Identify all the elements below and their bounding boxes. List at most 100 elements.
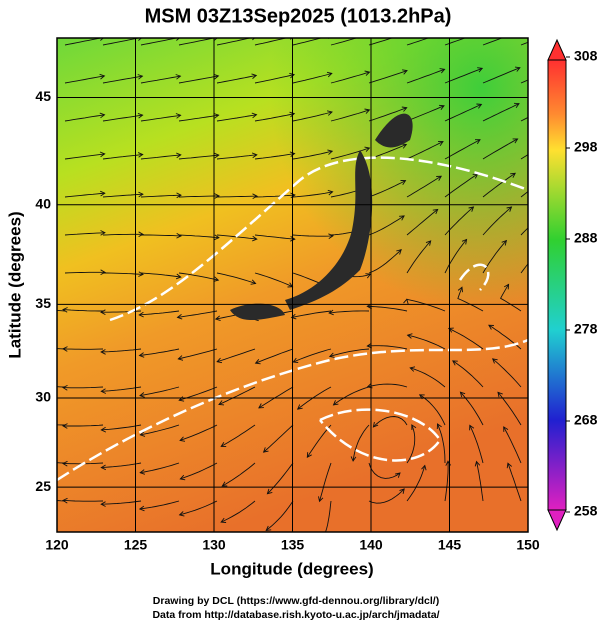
streamline-arrow bbox=[292, 357, 299, 363]
streamline-arrow bbox=[179, 436, 186, 442]
streamline bbox=[57, 309, 66, 312]
streamline-arrow bbox=[216, 357, 223, 364]
streamline-arrow bbox=[514, 66, 521, 72]
streamline-arrow bbox=[178, 511, 185, 517]
streamline-arrow bbox=[176, 314, 183, 320]
streamline-arrow bbox=[554, 30, 559, 34]
colorbar-tick-label: 278 bbox=[574, 321, 598, 337]
streamline-arrow bbox=[421, 464, 427, 471]
streamline-arrow bbox=[179, 474, 186, 481]
streamline-arrow bbox=[100, 38, 104, 41]
streamline-arrow bbox=[100, 501, 106, 507]
streamline-arrow bbox=[62, 346, 68, 352]
streamline bbox=[102, 233, 143, 236]
streamline-arrow bbox=[250, 279, 257, 285]
streamline-arrow bbox=[440, 32, 445, 37]
streamline bbox=[329, 348, 370, 357]
streamline bbox=[292, 234, 334, 237]
streamline-arrow bbox=[100, 426, 107, 433]
streamline-arrow bbox=[402, 69, 408, 75]
streamline bbox=[367, 305, 408, 312]
streamline bbox=[406, 105, 445, 122]
streamline bbox=[218, 386, 256, 405]
streamline-arrow bbox=[289, 72, 296, 79]
streamline bbox=[102, 154, 143, 160]
streamline bbox=[306, 424, 332, 458]
streamline-arrow bbox=[366, 342, 372, 349]
streamline bbox=[216, 114, 257, 122]
streamline bbox=[101, 500, 142, 505]
streamline bbox=[406, 175, 442, 198]
streamline-arrow bbox=[396, 249, 402, 255]
streamline-arrow bbox=[62, 460, 68, 467]
streamline-arrow bbox=[175, 74, 182, 80]
streamline bbox=[520, 191, 528, 198]
streamline bbox=[62, 499, 104, 502]
streamline-arrow bbox=[214, 234, 220, 241]
streamline-arrow bbox=[503, 283, 510, 290]
streamline bbox=[267, 462, 294, 495]
colorbar-tick-label: 258 bbox=[574, 503, 598, 519]
streamline-arrow bbox=[399, 215, 405, 221]
streamline bbox=[140, 194, 182, 198]
streamline bbox=[140, 75, 181, 84]
streamline bbox=[139, 386, 180, 397]
streamline-arrow bbox=[513, 102, 520, 108]
streamline-arrow bbox=[461, 238, 468, 245]
streamline-arrow bbox=[25, 421, 30, 426]
streamline-arrow bbox=[364, 108, 371, 114]
streamline bbox=[62, 348, 104, 350]
streamline bbox=[330, 38, 359, 46]
streamline bbox=[216, 154, 257, 160]
streamline-arrow bbox=[447, 327, 454, 333]
streamline bbox=[406, 465, 426, 502]
streamline bbox=[178, 272, 219, 281]
credit: Data from http://database.rish.kyoto-u.a… bbox=[152, 609, 439, 621]
streamline-arrow bbox=[221, 481, 228, 487]
streamline bbox=[62, 424, 104, 427]
streamline bbox=[482, 172, 516, 198]
streamline bbox=[178, 154, 219, 160]
x-tick-label: 145 bbox=[438, 537, 462, 553]
streamline-arrow bbox=[99, 112, 106, 119]
streamline-arrow bbox=[350, 456, 357, 462]
streamline bbox=[64, 232, 105, 236]
streamline-arrow bbox=[138, 271, 144, 277]
streamline-arrow bbox=[474, 460, 481, 467]
streamline-arrow bbox=[252, 38, 256, 41]
streamline bbox=[103, 272, 144, 275]
streamline-arrow bbox=[177, 355, 184, 361]
streamline-arrow bbox=[366, 38, 367, 39]
streamline-arrow bbox=[137, 152, 144, 158]
streamline bbox=[406, 424, 416, 464]
streamline bbox=[292, 38, 323, 46]
streamline-arrow bbox=[25, 305, 30, 310]
streamline-arrow bbox=[25, 458, 30, 463]
credit: Drawing by DCL (https://www.gfd-dennou.o… bbox=[153, 595, 439, 607]
streamline bbox=[139, 348, 180, 356]
streamline bbox=[297, 386, 332, 410]
streamline bbox=[407, 334, 446, 350]
streamline-arrow bbox=[100, 349, 106, 355]
streamline bbox=[254, 153, 295, 160]
streamline bbox=[292, 111, 333, 122]
streamline-arrow bbox=[218, 400, 225, 406]
streamline bbox=[444, 67, 483, 84]
streamline bbox=[254, 234, 295, 240]
streamline-arrow bbox=[326, 71, 333, 78]
streamline-arrow bbox=[100, 309, 106, 315]
streamline bbox=[499, 284, 522, 312]
streamline bbox=[492, 358, 522, 388]
streamline bbox=[368, 488, 405, 504]
streamline bbox=[448, 327, 484, 350]
streamline bbox=[444, 461, 449, 502]
streamline-arrow bbox=[332, 400, 339, 406]
pressure-contours bbox=[57, 156, 528, 482]
streamline-arrow bbox=[137, 74, 144, 80]
streamline bbox=[482, 67, 521, 84]
streamline bbox=[406, 141, 444, 160]
streamline-arrow bbox=[254, 359, 261, 365]
y-axis-label: Latitude (degrees) bbox=[5, 211, 24, 358]
y-tick-label: 35 bbox=[35, 295, 51, 311]
streamline-arrow bbox=[327, 149, 334, 155]
